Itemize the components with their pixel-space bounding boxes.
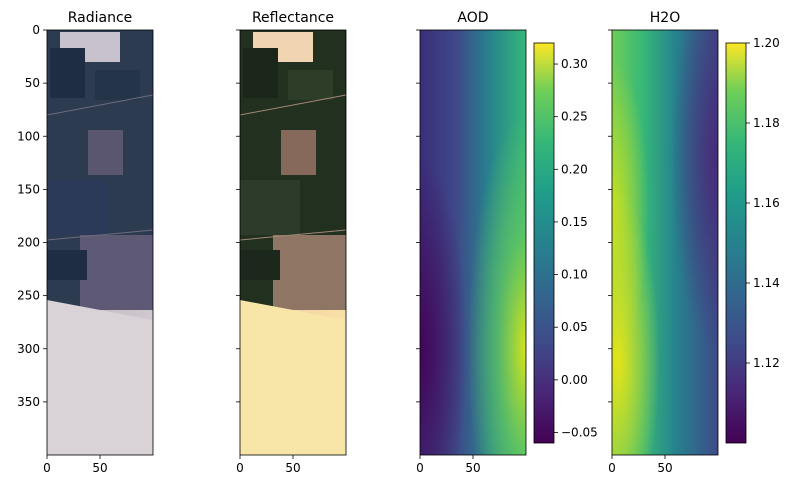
- y-tick-label: 100: [17, 129, 40, 143]
- reflectance-axes: 0 50: [236, 29, 301, 475]
- h2o-panel: H2O: [611, 10, 747, 456]
- reflectance-title: Reflectance: [252, 10, 334, 26]
- h2o-colorbar: [725, 42, 747, 444]
- h2o-colorbar-ticks: 1.20 1.18 1.16 1.14 1.12: [746, 36, 780, 370]
- y-tick-label: 50: [25, 76, 40, 90]
- aod-colorbar: [533, 42, 555, 444]
- x-tick-label: 50: [657, 461, 672, 475]
- colorbar-tick-label: −0.05: [561, 425, 598, 439]
- colorbar-tick-label: 0.00: [561, 373, 588, 387]
- aod-axes: 0 50: [416, 29, 481, 475]
- colorbar-tick-label: 0.10: [561, 268, 588, 282]
- colorbar-tick-label: 1.20: [753, 36, 780, 50]
- h2o-heatmap: [612, 30, 718, 455]
- aod-title: AOD: [457, 10, 488, 26]
- reflectance-panel: Reflectance: [239, 10, 347, 456]
- h2o-axes: 0 50: [608, 29, 673, 475]
- colorbar-tick-label: 0.20: [561, 162, 588, 176]
- reflectance-image: [240, 30, 346, 455]
- y-tick-label: 150: [17, 182, 40, 196]
- colorbar-tick-label: 1.18: [753, 116, 780, 130]
- x-tick-label: 50: [465, 461, 480, 475]
- y-tick-label: 350: [17, 395, 40, 409]
- y-tick-label: 200: [17, 236, 40, 250]
- radiance-image: [47, 30, 153, 455]
- colorbar-tick-label: 0.15: [561, 215, 588, 229]
- colorbar-tick-label: 1.16: [753, 196, 780, 210]
- aod-colorbar-ticks: 0.30 0.25 0.20 0.15 0.10 0.05 0.00 −0.05: [554, 57, 598, 439]
- x-tick-label: 50: [285, 461, 300, 475]
- colorbar-tick-label: 0.05: [561, 320, 588, 334]
- aod-heatmap: [420, 30, 526, 455]
- radiance-title: Radiance: [68, 10, 133, 26]
- x-tick-label: 0: [608, 461, 616, 475]
- colorbar-tick-label: 1.14: [753, 276, 780, 290]
- aod-panel: AOD: [419, 10, 555, 456]
- radiance-axes: 0 50 0 50 100 150 200 250 300 350: [17, 23, 108, 475]
- x-tick-label: 0: [236, 461, 244, 475]
- x-tick-label: 0: [43, 461, 51, 475]
- h2o-title: H2O: [650, 10, 680, 26]
- colorbar-tick-label: 1.12: [753, 356, 780, 370]
- colorbar-tick-label: 0.30: [561, 57, 588, 71]
- x-tick-label: 0: [416, 461, 424, 475]
- y-tick-label: 0: [32, 23, 40, 37]
- x-tick-label: 50: [92, 461, 107, 475]
- y-tick-label: 300: [17, 342, 40, 356]
- colorbar-tick-label: 0.25: [561, 110, 588, 124]
- y-tick-label: 250: [17, 289, 40, 303]
- radiance-panel: Radiance: [46, 10, 154, 456]
